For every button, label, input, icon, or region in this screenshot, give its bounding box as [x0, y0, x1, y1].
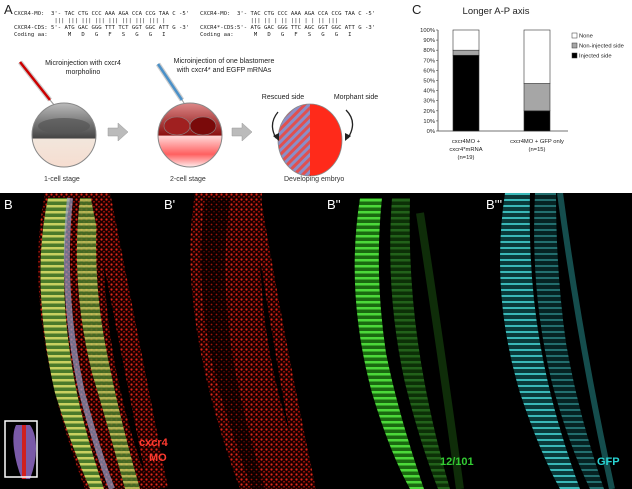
legend-label: Non-injected side: [579, 44, 624, 50]
seq1-cds-line: CXCR4-CDS: 5'- ATG GAC GGG TTT TCT GGT G…: [14, 25, 190, 31]
developing-embryo: [277, 103, 343, 177]
morphant-side-label: Morphant side: [333, 94, 379, 101]
step2-label: Microinjection of one blastomere with cx…: [173, 58, 275, 74]
stage-3-label: Developing embryo: [284, 176, 345, 183]
x-tick-label: cxcr4*mRNA: [449, 147, 482, 153]
bar-segment: [523, 83, 551, 112]
y-tick-label: 80%: [423, 48, 435, 54]
stain-label-gfp: GFP: [597, 456, 620, 468]
stain-label-mo: MO: [149, 452, 167, 464]
bar-segment: [523, 110, 551, 132]
chart-title: Longer A-P axis: [463, 6, 530, 17]
seq2-mo-line: CXCR4-MO: 3'- TAC CTG CCC AAA AGA CCA CC…: [200, 11, 376, 17]
y-tick-label: 10%: [423, 119, 435, 125]
sequence-block-2: CXCR4-MO: 3'- TAC CTG CCC AAA AGA CCA CC…: [200, 11, 375, 39]
x-tick-label: (n=19): [458, 155, 475, 161]
inset-embryo-icon: [4, 420, 38, 479]
image-b-merge: [38, 193, 168, 489]
seq2-bars: ||| || | || ||| | | || |||: [200, 18, 339, 24]
bar-segment: [452, 49, 480, 56]
panel-b-letter: B: [4, 197, 13, 212]
rescued-side-label: Rescued side: [261, 94, 305, 101]
legend-label: None: [579, 34, 593, 40]
y-tick-label: 0%: [427, 129, 435, 135]
x-tick-label: cxcr4MO +: [452, 139, 481, 145]
morphant-side-arrow: [345, 109, 354, 141]
one-cell-embryo: [31, 102, 97, 168]
legend-swatch: [571, 52, 578, 59]
panel-b1-letter: B': [164, 197, 176, 212]
seq1-mo-line: CXCR4-MO: 3'- TAC CTG CCC AAA AGA CCA CC…: [14, 11, 190, 17]
legend-swatch: [571, 32, 578, 39]
bar-segment: [523, 29, 551, 84]
y-tick-label: 30%: [423, 99, 435, 105]
seq2-cds-line: CXCR4*-CDS:5'- ATG GAC GGG TTC AGC GGT G…: [200, 25, 376, 31]
bar-segment: [452, 54, 480, 132]
stain-label-cxcr4: cxcr4: [139, 437, 168, 449]
bar-segment: [452, 29, 480, 51]
panel-c-letter: C: [412, 2, 422, 17]
stain-label-12101: 12/101: [440, 456, 474, 468]
step1-label: Microinjection with cxcr4 morpholino: [45, 60, 121, 76]
two-cell-embryo: [157, 102, 223, 168]
panel-b2-letter: B'': [327, 197, 341, 212]
legend-swatch: [571, 42, 578, 49]
panel-b3-letter: B''': [486, 197, 503, 212]
panel-a-letter: A: [4, 2, 13, 17]
x-tick-label: cxcr4MO + GFP only: [510, 139, 564, 145]
y-tick-label: 50%: [423, 79, 435, 85]
y-tick-label: 90%: [423, 38, 435, 44]
seq1-coding-line: Coding aa: M D G F S G G I: [14, 32, 166, 38]
microscopy-images: [4, 193, 615, 489]
arrow-1: [107, 122, 129, 142]
y-tick-label: 20%: [423, 109, 435, 115]
image-b1-red: [190, 193, 316, 489]
seq1-bars: ||| ||| ||| ||| ||| ||| ||| ||| |: [14, 18, 166, 24]
y-tick-label: 60%: [423, 68, 435, 74]
seq2-coding-line: Coding aa: M D G F S G G I: [200, 32, 352, 38]
stain-label-cxcr4-mo: cxcr4 MO: [139, 436, 168, 466]
legend-label: Injected side: [579, 54, 612, 60]
y-tick-label: 40%: [423, 89, 435, 95]
x-tick-label: (n=15): [529, 147, 546, 153]
y-tick-label: 70%: [423, 58, 435, 64]
y-tick-label: 100%: [420, 28, 435, 34]
image-b2-green: [354, 198, 464, 489]
panel-b: B B' B'' B''' cxcr4 MO 12/101 GFP: [0, 193, 632, 489]
embryo-schematic: [18, 60, 354, 177]
stage-2-label: 2-cell stage: [170, 176, 206, 183]
arrow-2: [231, 122, 253, 142]
stacked-bar-chart: Longer A-P axis 0% 10% 20% 30% 40% 50% 60% 70% 80…: [420, 6, 624, 161]
sequence-block-1: CXCR4-MO: 3'- TAC CTG CCC AAA AGA CCA CC…: [14, 11, 189, 39]
stage-1-label: 1-cell stage: [44, 176, 80, 183]
rescued-side-arrow: [271, 111, 279, 141]
image-b3-cyan: [500, 193, 615, 489]
